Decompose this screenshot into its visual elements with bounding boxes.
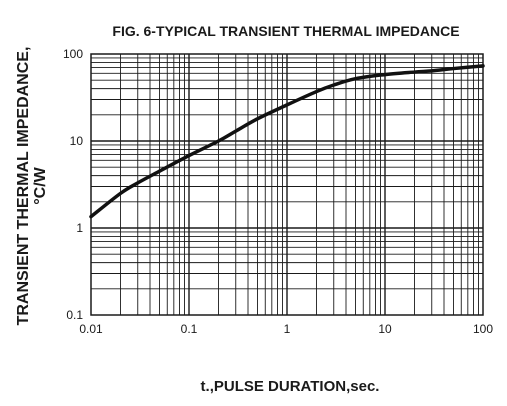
y-tick-label: 0.1 [66,308,83,322]
y-tick-label: 1 [76,221,83,235]
chart-title: FIG. 6-TYPICAL TRANSIENT THERMAL IMPEDAN… [112,23,459,39]
impedance-curve [89,64,485,219]
x-tick-label: 100 [473,322,493,336]
y-axis-label: TRANSIENT THERMAL IMPEDANCE, [15,47,32,326]
plot-grid [91,54,483,315]
y-tick-label: 100 [63,47,83,61]
x-tick-label: 1 [284,322,291,336]
x-tick-label: 0.1 [181,322,198,336]
y-tick-labels: 0.1 1 10 100 [63,47,83,322]
x-tick-label: 10 [378,322,392,336]
plot-frame [90,53,484,316]
x-tick-labels: 0.01 0.1 1 10 100 [79,322,493,336]
y-tick-label: 10 [70,134,84,148]
x-tick-label: 0.01 [79,322,103,336]
x-axis-label: t.,PULSE DURATION,sec. [201,378,380,395]
y-axis-unit: °C/W [32,166,49,204]
